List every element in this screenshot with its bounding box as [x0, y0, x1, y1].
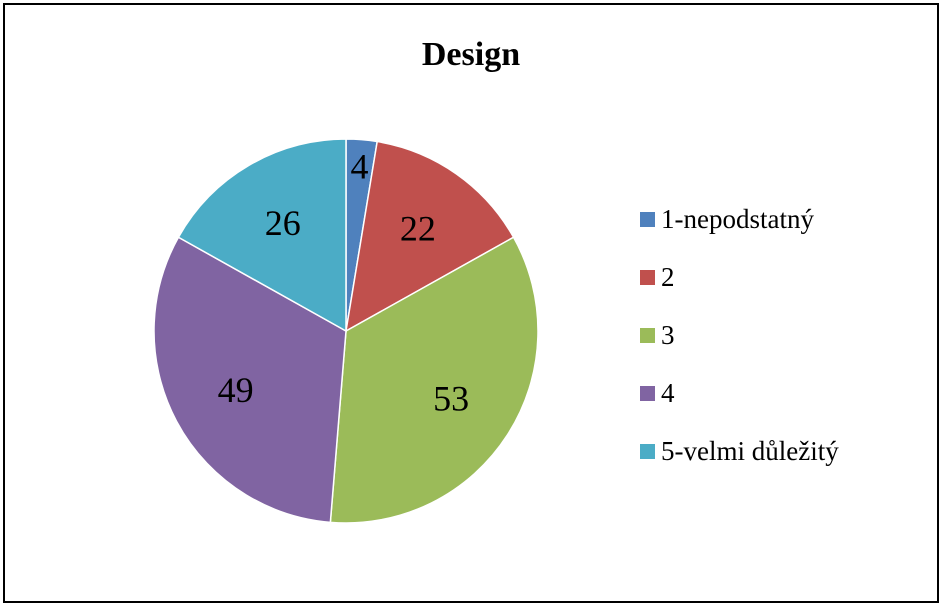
legend-label-2: 2	[661, 261, 675, 292]
data-label-3: 53	[433, 379, 469, 419]
legend-item-5: 5-velmi důležitý	[640, 422, 930, 480]
legend: 1-nepodstatný 2 3 4 5-velmi důležitý	[640, 190, 930, 480]
legend-swatch-2	[640, 269, 655, 285]
pie-slice-4	[153, 236, 347, 524]
legend-item-1: 1-nepodstatný	[640, 190, 930, 248]
legend-item-4: 4	[640, 364, 930, 422]
pie-slice-3	[329, 236, 539, 524]
pie-chart: 4 22 53 49 26	[153, 138, 539, 524]
legend-label-3: 3	[661, 319, 675, 350]
pie-slices	[153, 138, 539, 524]
pie-slice-5	[177, 138, 347, 333]
data-label-1: 4	[350, 147, 368, 187]
legend-swatch-3	[640, 327, 655, 343]
legend-item-2: 2	[640, 248, 930, 306]
legend-swatch-5	[640, 443, 655, 459]
legend-swatch-4	[640, 385, 655, 401]
pie-data-labels: 4 22 53 49 26	[218, 147, 469, 419]
data-label-4: 49	[218, 370, 254, 410]
legend-label-5: 5-velmi důležitý	[661, 435, 839, 466]
data-label-2: 22	[400, 209, 436, 249]
legend-label-1: 1-nepodstatný	[661, 203, 814, 234]
legend-swatch-1	[640, 211, 655, 227]
chart-title: Design	[421, 36, 521, 73]
data-label-5: 26	[265, 203, 301, 243]
legend-item-3: 3	[640, 306, 930, 364]
pie-slice-2	[345, 140, 515, 333]
legend-label-4: 4	[661, 377, 675, 408]
